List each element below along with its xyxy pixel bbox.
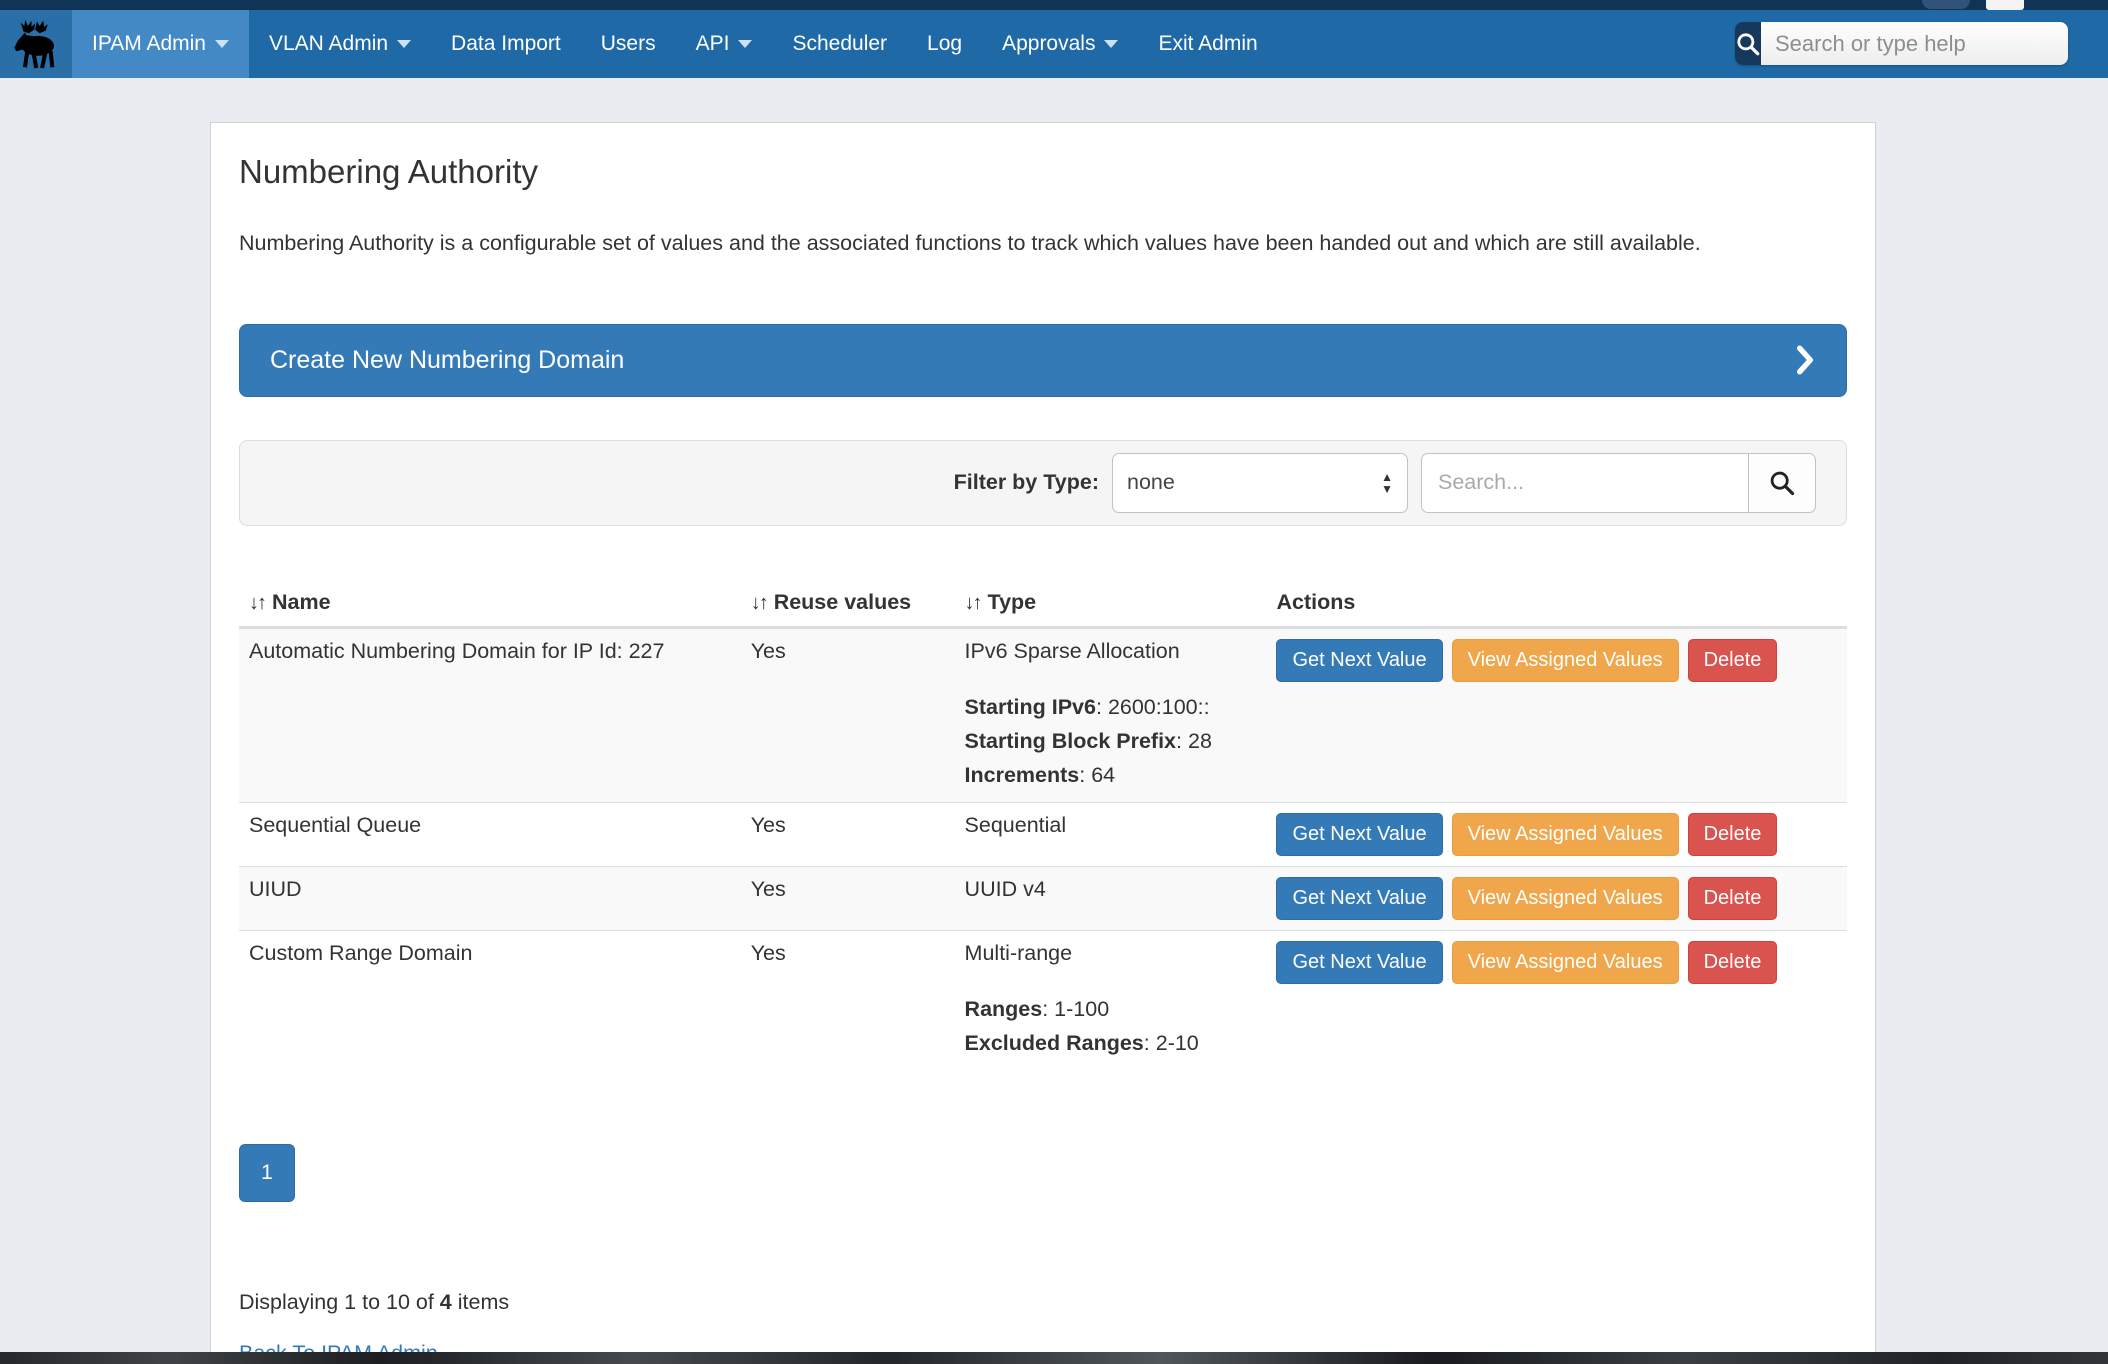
column-header-name[interactable]: ↓↑ Name: [239, 577, 741, 629]
get-next-value-button[interactable]: Get Next Value: [1276, 940, 1443, 984]
delete-button[interactable]: Delete: [1687, 812, 1778, 856]
actions-cell: Get Next Value View Assigned Values Dele…: [1266, 627, 1847, 802]
nav-item-users[interactable]: Users: [600, 32, 656, 55]
name-cell: UIUD: [249, 876, 302, 901]
browser-artifact-tab: [1986, 0, 2024, 10]
name-cell: Sequential Queue: [249, 812, 422, 837]
moose-icon: [14, 19, 55, 69]
page-description: Numbering Authority is a configurable se…: [239, 231, 1701, 255]
nav-item-ipam-admin[interactable]: IPAM Admin: [72, 10, 249, 78]
view-assigned-values-button[interactable]: View Assigned Values: [1451, 876, 1679, 920]
page-title: Numbering Authority: [239, 153, 538, 190]
delete-button[interactable]: Delete: [1687, 876, 1778, 920]
detail-line: Excluded Ranges: 2-10: [964, 1030, 1199, 1055]
get-next-value-button[interactable]: Get Next Value: [1276, 812, 1443, 856]
column-header-type[interactable]: ↓↑ Type: [954, 577, 1267, 629]
search-icon: [1770, 471, 1795, 495]
reuse-cell: Yes: [750, 812, 786, 837]
get-next-value-button[interactable]: Get Next Value: [1276, 876, 1443, 920]
back-to-ipam-admin-link[interactable]: Back To IPAM Admin: [239, 1340, 438, 1354]
sort-icon: ↓↑: [964, 591, 983, 614]
app-logo[interactable]: [0, 10, 72, 78]
numbering-domains-table: ↓↑ Name ↓↑ Reuse values ↓↑ Type Actions Aut…: [239, 577, 1847, 1070]
navbar-search-input[interactable]: [1761, 22, 2068, 65]
name-cell: Automatic Numbering Domain for IP Id: 22…: [249, 638, 665, 663]
nav-item-approvals[interactable]: Approvals: [982, 10, 1138, 78]
pagination-page-1[interactable]: 1: [239, 1143, 295, 1202]
type-details: Ranges: 1-100 Excluded Ranges: 2-10: [965, 992, 1257, 1060]
table-search-group: [1421, 452, 1816, 513]
detail-line: Ranges: 1-100: [964, 996, 1110, 1021]
caret-down-icon: [397, 40, 412, 48]
reuse-cell: Yes: [750, 876, 786, 901]
filter-type-select[interactable]: none ▲ ▼: [1112, 452, 1408, 513]
navbar-search: [1735, 22, 2068, 65]
desktop-wallpaper-strip: [0, 1352, 2108, 1364]
column-header-reuse-values[interactable]: ↓↑ Reuse values: [740, 577, 955, 629]
nav-item-api[interactable]: API: [676, 10, 773, 78]
reuse-cell: Yes: [750, 940, 786, 965]
type-cell: Multi-range Ranges: 1-100 Excluded Range…: [955, 930, 1267, 1070]
view-assigned-values-button[interactable]: View Assigned Values: [1451, 940, 1679, 984]
sort-icon: ↓↑: [249, 591, 267, 614]
caret-down-icon: [214, 40, 229, 48]
table-header-row: ↓↑ Name ↓↑ Reuse values ↓↑ Type Actions: [239, 577, 1847, 629]
filter-bar: Filter by Type: none ▲ ▼: [239, 439, 1847, 526]
table-row: Custom Range Domain Yes Multi-range Rang…: [239, 930, 1847, 1070]
table-search-button[interactable]: [1748, 452, 1816, 513]
chevron-right-icon: [1796, 345, 1814, 375]
type-details: Starting IPv6: 2600:100:: Starting Block…: [965, 690, 1257, 792]
select-spinner-icon: ▲ ▼: [1381, 469, 1393, 496]
table-row: Sequential Queue Yes Sequential Get Next…: [239, 802, 1847, 866]
actions-cell: Get Next Value View Assigned Values Dele…: [1266, 930, 1847, 1070]
nav-item-exit-admin[interactable]: Exit Admin: [1158, 32, 1258, 55]
caret-down-icon: [1104, 40, 1119, 48]
filter-type-selected-value: none: [1127, 470, 1175, 495]
table-row: UIUD Yes UUID v4 Get Next Value View Ass…: [239, 866, 1847, 931]
type-cell: IPv6 Sparse Allocation Starting IPv6: 26…: [955, 627, 1267, 802]
actions-cell: Get Next Value View Assigned Values Dele…: [1266, 802, 1847, 866]
nav-item-vlan-admin[interactable]: VLAN Admin: [249, 10, 431, 78]
content-card: Numbering Authority Numbering Authority …: [210, 122, 1876, 1354]
column-header-actions: Actions: [1266, 577, 1847, 629]
view-assigned-values-button[interactable]: View Assigned Values: [1451, 812, 1679, 856]
browser-top-strip: [0, 0, 2108, 10]
nav-menu: IPAM Admin VLAN Admin Data Import Users …: [72, 10, 1278, 78]
detail-line: Starting Block Prefix: 28: [964, 728, 1212, 753]
actions-cell: Get Next Value View Assigned Values Dele…: [1266, 866, 1847, 930]
sort-icon: ↓↑: [750, 591, 769, 614]
main-navbar: IPAM Admin VLAN Admin Data Import Users …: [0, 10, 2108, 78]
get-next-value-button[interactable]: Get Next Value: [1276, 638, 1443, 682]
create-new-numbering-domain-button[interactable]: Create New Numbering Domain: [239, 323, 1847, 397]
navbar-search-button[interactable]: [1735, 22, 1761, 65]
reuse-cell: Yes: [750, 638, 786, 663]
type-cell: Sequential: [964, 812, 1067, 837]
delete-button[interactable]: Delete: [1687, 940, 1778, 984]
search-icon: [1737, 32, 1760, 55]
name-cell: Custom Range Domain: [249, 940, 473, 965]
page-body: Numbering Authority Numbering Authority …: [0, 78, 2108, 1364]
nav-item-scheduler[interactable]: Scheduler: [792, 32, 888, 55]
delete-button[interactable]: Delete: [1687, 638, 1778, 682]
displaying-status: Displaying 1 to 10 of 4 items: [239, 1289, 510, 1314]
table-row: Automatic Numbering Domain for IP Id: 22…: [239, 627, 1847, 803]
detail-line: Starting IPv6: 2600:100::: [964, 694, 1210, 719]
caret-down-icon: [738, 40, 753, 48]
type-cell: UUID v4: [964, 876, 1046, 901]
pagination: 1: [239, 1143, 1847, 1202]
view-assigned-values-button[interactable]: View Assigned Values: [1451, 638, 1679, 682]
browser-artifact-pill: [1922, 0, 1970, 9]
filter-by-type-label: Filter by Type:: [953, 470, 1099, 495]
table-search-input[interactable]: [1421, 452, 1748, 513]
nav-item-log[interactable]: Log: [927, 32, 963, 55]
nav-item-data-import[interactable]: Data Import: [451, 32, 561, 55]
detail-line: Increments: 64: [964, 762, 1116, 787]
